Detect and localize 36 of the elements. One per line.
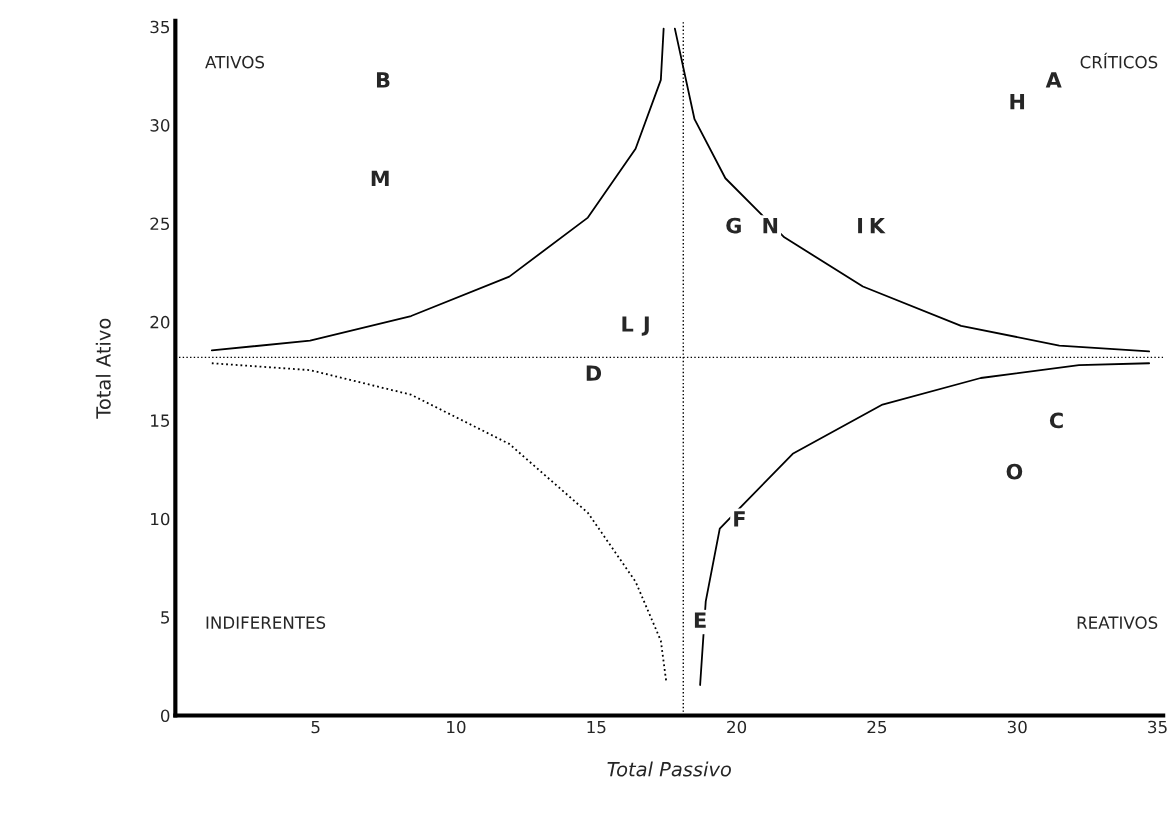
x-tick-label: 25	[867, 720, 887, 734]
annotation: F	[734, 511, 745, 527]
y-tick-label: 20	[150, 315, 170, 329]
y-axis-title: Total Ativo	[95, 318, 111, 419]
x-axis-title: Total Passivo	[607, 761, 731, 777]
annotation: H	[1010, 94, 1025, 110]
annotation: INDIFERENTES	[206, 616, 326, 629]
annotation: I	[858, 218, 863, 234]
y-tick-label: 0	[160, 709, 170, 723]
annotation: E	[694, 612, 706, 628]
annotation: CRÍTICOS	[1080, 52, 1158, 69]
annotation: M	[371, 170, 389, 186]
annotation: ATIVOS	[205, 55, 265, 69]
x-tick-label: 10	[447, 720, 466, 734]
annotation: L	[622, 316, 634, 332]
y-tick-label: 5	[161, 611, 170, 624]
annotation: G	[726, 217, 741, 234]
annotation: C	[1049, 412, 1063, 429]
annotation: K	[870, 218, 886, 234]
y-tick-label: 10	[151, 512, 170, 526]
x-tick-label: 35	[1148, 720, 1167, 734]
x-tick-label: 30	[1007, 720, 1027, 734]
annotation: A	[1045, 72, 1062, 88]
x-tick-label: 5	[311, 720, 320, 734]
annotation: REATIVOS	[1077, 616, 1158, 629]
y-tick-label: 35	[150, 20, 170, 34]
y-tick-label: 25	[150, 217, 170, 231]
annotation: D	[586, 365, 602, 381]
y-tick-label: 30	[150, 119, 170, 132]
annotation: N	[763, 218, 778, 234]
x-tick-label: 15	[587, 720, 606, 734]
annotation: J	[641, 316, 649, 336]
x-tick-label: 20	[727, 720, 747, 734]
y-tick-label: 15	[151, 414, 170, 427]
annotation: B	[376, 72, 390, 88]
annotation: O	[1006, 463, 1023, 480]
